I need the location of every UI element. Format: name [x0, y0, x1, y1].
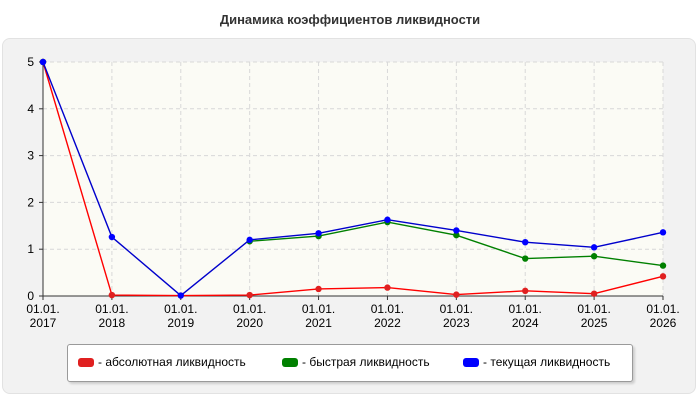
x-tick-label: 01.01. [26, 302, 59, 316]
data-point-current [384, 216, 391, 223]
x-tick-label: 2026 [650, 316, 677, 330]
data-point-current [659, 229, 667, 236]
x-tick-label: 2025 [581, 316, 608, 330]
y-tick-label: 4 [27, 102, 34, 116]
data-point-absolute [246, 291, 253, 299]
y-tick-label: 2 [27, 195, 34, 209]
data-point-current [246, 236, 253, 244]
data-point-current [177, 292, 184, 299]
data-point-current [39, 58, 47, 66]
data-point-absolute [315, 285, 322, 293]
x-tick-label: 01.01. [371, 302, 404, 316]
x-tick-label: 01.01. [646, 302, 679, 316]
chart-title: Динамика коэффициентов ликвидности [219, 12, 481, 27]
x-tick-label: 01.01. [577, 302, 610, 316]
legend-item-absolute: - абсолютная ликвидность [78, 355, 246, 369]
data-point-current [522, 238, 529, 246]
data-point-absolute [590, 290, 598, 297]
data-point-absolute [108, 291, 116, 299]
data-point-quick [659, 262, 667, 269]
data-point-quick [453, 231, 460, 239]
x-tick-label: 01.01. [233, 302, 266, 316]
data-point-absolute [659, 273, 667, 280]
x-tick-label: 2018 [99, 316, 126, 330]
legend-label-absolute: - абсолютная ликвидность [98, 355, 246, 369]
legend-swatch-quick [282, 357, 298, 367]
legend-swatch-absolute [78, 357, 94, 367]
x-tick-label: 01.01. [509, 302, 542, 316]
series-line-current [42, 61, 664, 297]
x-tick-label: 2021 [305, 316, 332, 330]
data-point-absolute [522, 287, 529, 295]
y-tick-label: 0 [27, 289, 34, 303]
x-tick-label: 2024 [512, 316, 539, 330]
plot-area [43, 62, 663, 296]
x-tick-label: 01.01. [164, 302, 197, 316]
data-point-current [453, 227, 460, 234]
data-point-quick [522, 255, 529, 262]
x-tick-label: 01.01. [440, 302, 473, 316]
y-tick-label: 5 [27, 55, 34, 69]
x-tick-label: 01.01. [302, 302, 335, 316]
data-point-current [108, 233, 116, 241]
x-tick-label: 2023 [443, 316, 470, 330]
legend-item-quick: - быстрая ликвидность [282, 355, 430, 369]
data-point-quick [590, 253, 598, 260]
x-tick-label: 01.01. [95, 302, 128, 316]
y-tick-label: 3 [27, 149, 34, 163]
chart-legend: - абсолютная ликвидность - быстрая ликви… [67, 344, 633, 382]
data-point-current [315, 230, 322, 237]
data-point-absolute [384, 284, 391, 291]
legend-label-current: - текущая ликвидность [483, 355, 611, 369]
legend-label-quick: - быстрая ликвидность [302, 355, 430, 369]
legend-swatch-current [463, 357, 479, 367]
data-point-absolute [453, 291, 460, 298]
legend-item-current: - текущая ликвидность [463, 355, 610, 369]
x-tick-label: 2017 [30, 316, 57, 330]
y-tick-label: 1 [27, 242, 34, 256]
x-tick-label: 2022 [374, 316, 401, 330]
data-point-current [590, 244, 598, 251]
x-tick-label: 2020 [236, 316, 263, 330]
series-line-absolute [42, 61, 664, 297]
x-tick-label: 2019 [167, 316, 194, 330]
